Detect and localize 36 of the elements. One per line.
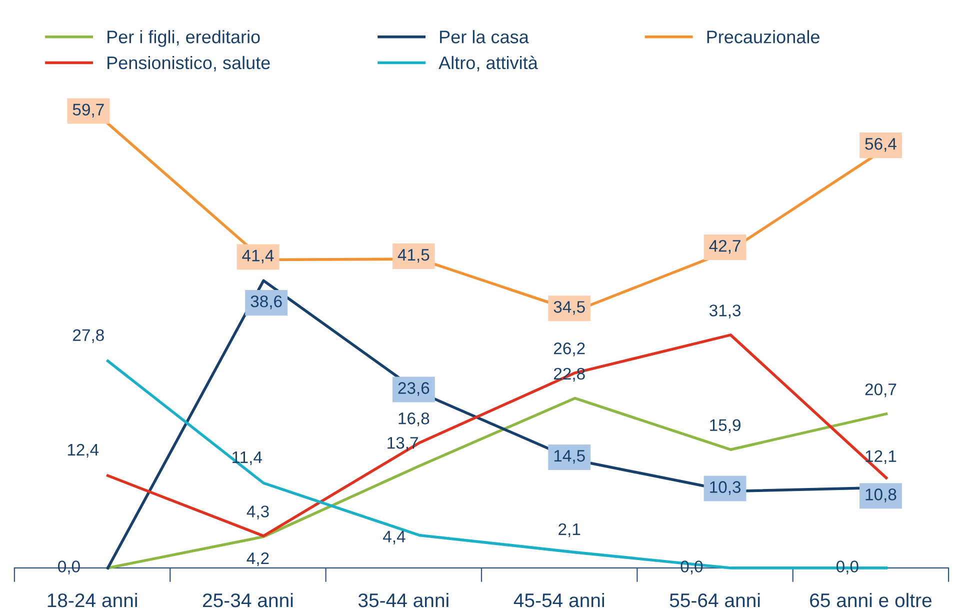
data-label: 31,3 [709,304,741,318]
data-label: 56,4 [865,138,896,152]
data-label: 16,8 [398,412,430,426]
data-label: 38,6 [250,296,282,310]
x-tick-label: 65 anni e oltre [810,592,932,608]
data-label: 59,7 [72,104,104,118]
data-label: 4,4 [383,530,406,544]
data-label: 23,6 [398,382,430,396]
x-tick-label: 45-54 anni [514,592,604,608]
legend-label: Altro, attività [438,56,538,72]
legend-label: Pensionistico, salute [108,56,270,72]
data-label: 27,8 [73,329,104,344]
data-label: 2,1 [558,523,580,538]
x-tick-label: 55-64 anni [670,592,760,608]
x-tick-label: 25-34 anni [203,592,293,608]
legend-label: Per i figli, ereditario [108,30,260,47]
data-label: 15,9 [710,419,740,433]
data-label: 42,7 [709,240,740,254]
data-label: 4,2 [246,552,269,566]
data-label: 11,4 [232,451,262,466]
data-label: 34,5 [554,301,585,315]
data-label: 26,2 [554,342,585,356]
legend-label: Per la casa [440,30,529,44]
data-label: 4,3 [246,506,269,520]
data-label: 20,7 [865,383,896,398]
legend-label: Precauzionale [707,30,820,44]
data-label: 41,4 [242,250,274,264]
data-label: 13,7 [388,436,418,451]
x-tick-label: 18-24 anni [48,592,137,608]
x-tick-label: 35-44 anni [358,592,448,608]
data-label: 10,8 [866,488,896,502]
data-label: 14,5 [554,450,585,464]
data-label: 12,1 [866,450,896,464]
data-label: 10,3 [710,481,741,495]
data-label: 12,4 [68,444,99,458]
data-label: 41,5 [398,249,430,263]
